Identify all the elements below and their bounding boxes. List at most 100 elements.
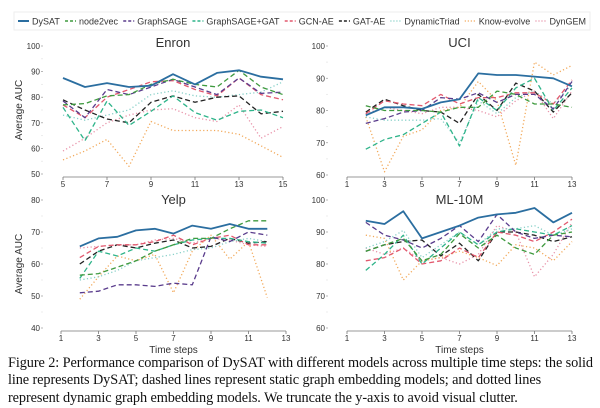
series-line-dynamictriad (79, 237, 268, 281)
series-line-dysat (79, 223, 268, 248)
series-line-dyngem (365, 222, 573, 278)
series-line-dysat (365, 207, 573, 240)
series-line-graphsage-gat (62, 95, 284, 142)
y-tick-label: 80 (31, 196, 40, 205)
x-tick-label: 11 (191, 180, 200, 189)
x-tick-label: 5 (420, 334, 425, 343)
x-tick-label: 3 (382, 180, 387, 189)
y-tick-label: 90 (316, 228, 325, 237)
x-tick-label: 13 (235, 180, 244, 189)
series-line-graphsage (365, 213, 573, 249)
chart-title: UCI (448, 35, 470, 50)
x-tick-label: 7 (105, 180, 110, 189)
x-tick-label: 5 (420, 180, 425, 189)
x-tick-label: 5 (134, 334, 139, 343)
legend-label: DynamicTriad (404, 17, 459, 27)
y-minor-tick (41, 83, 43, 85)
legend-label: GCN-AE (299, 17, 334, 27)
x-tick-label: 3 (382, 334, 387, 343)
y-tick-label: 50 (31, 170, 40, 179)
y-tick-label: 50 (31, 292, 40, 301)
legend-label: DySAT (32, 17, 60, 27)
y-minor-tick (41, 58, 43, 60)
series-line-know-evolve (79, 234, 268, 300)
legend-label: DynGEM (549, 17, 586, 27)
x-tick-label: 15 (279, 180, 288, 189)
y-tick-label: 70 (31, 228, 40, 237)
y-minor-tick (326, 247, 328, 249)
series-line-graphsage-gat (365, 77, 573, 150)
series-line-node2vec (365, 231, 573, 262)
y-tick-label: 100 (312, 196, 326, 205)
y-minor-tick (326, 126, 328, 128)
x-tick-label: 7 (171, 334, 176, 343)
series-line-node2vec (62, 69, 284, 106)
series-line-gcn-ae (365, 79, 573, 115)
figure: DySAT node2vec GraphSAGE GraphSAGE+GAT GCN-A… (13, 11, 591, 355)
x-tick-label: 11 (530, 334, 539, 343)
series-line-gat-ae (79, 237, 268, 265)
x-tick-label: 7 (457, 180, 462, 189)
chart-title: Yelp (161, 192, 186, 207)
x-tick-label: 9 (495, 180, 500, 189)
x-tick-label: 9 (209, 334, 214, 343)
x-tick-label: 11 (530, 180, 539, 189)
x-tick-label: 1 (345, 334, 350, 343)
series-line-dynamictriad (62, 81, 284, 121)
figure-caption: Figure 2: Performance comparison of DySA… (8, 355, 593, 406)
series-line-node2vec (79, 220, 268, 276)
x-tick-label: 13 (568, 180, 577, 189)
y-tick-label: 80 (316, 260, 325, 269)
legend-label: GraphSAGE+GAT (206, 17, 280, 27)
y-tick-label: 60 (316, 171, 325, 180)
y-axis-label: Average AUC (14, 234, 25, 294)
x-tick-label: 1 (59, 334, 64, 343)
x-tick-label: 9 (495, 334, 500, 343)
y-minor-tick (326, 279, 328, 281)
series-line-gat-ae (365, 82, 573, 125)
y-tick-label: 70 (316, 139, 325, 148)
y-minor-tick (326, 93, 328, 95)
x-tick-label: 7 (457, 334, 462, 343)
y-minor-tick (326, 215, 328, 217)
x-tick-label: 11 (244, 334, 253, 343)
y-minor-tick (41, 279, 43, 281)
series-line-dysat (365, 72, 573, 117)
series-line-graphsage (62, 77, 284, 119)
y-tick-label: 70 (31, 119, 40, 128)
y-minor-tick (326, 61, 328, 63)
y-tick-label: 80 (316, 107, 325, 116)
series-line-gat-ae (365, 231, 573, 262)
y-minor-tick (41, 135, 43, 137)
legend-box (13, 11, 591, 31)
x-tick-label: 13 (568, 334, 577, 343)
legend-label: node2vec (79, 17, 119, 27)
series-line-gcn-ae (62, 77, 284, 119)
x-tick-label: 1 (345, 180, 350, 189)
series-line-dyngem (79, 237, 268, 249)
x-tick-label: 13 (282, 334, 291, 343)
y-minor-tick (326, 158, 328, 160)
y-minor-tick (326, 311, 328, 313)
legend: DySAT node2vec GraphSAGE GraphSAGE+GAT GCN-A… (13, 11, 591, 31)
series-line-node2vec (365, 90, 573, 113)
y-tick-label: 60 (31, 260, 40, 269)
x-tick-label: 3 (96, 334, 101, 343)
series-line-know-evolve (365, 61, 573, 173)
y-minor-tick (41, 160, 43, 162)
y-minor-tick (41, 215, 43, 217)
chart-title: ML-10M (436, 192, 484, 207)
x-tick-label: 5 (61, 180, 66, 189)
x-tick-label: 9 (149, 180, 154, 189)
y-tick-label: 90 (31, 68, 40, 77)
legend-label: GAT-AE (353, 17, 385, 27)
series-line-dysat (62, 69, 284, 88)
y-minor-tick (41, 311, 43, 313)
x-axis-label: Time steps (149, 345, 198, 355)
series-line-gcn-ae (79, 234, 268, 259)
y-minor-tick (41, 109, 43, 111)
y-tick-label: 100 (312, 42, 326, 51)
y-tick-label: 80 (31, 93, 40, 102)
